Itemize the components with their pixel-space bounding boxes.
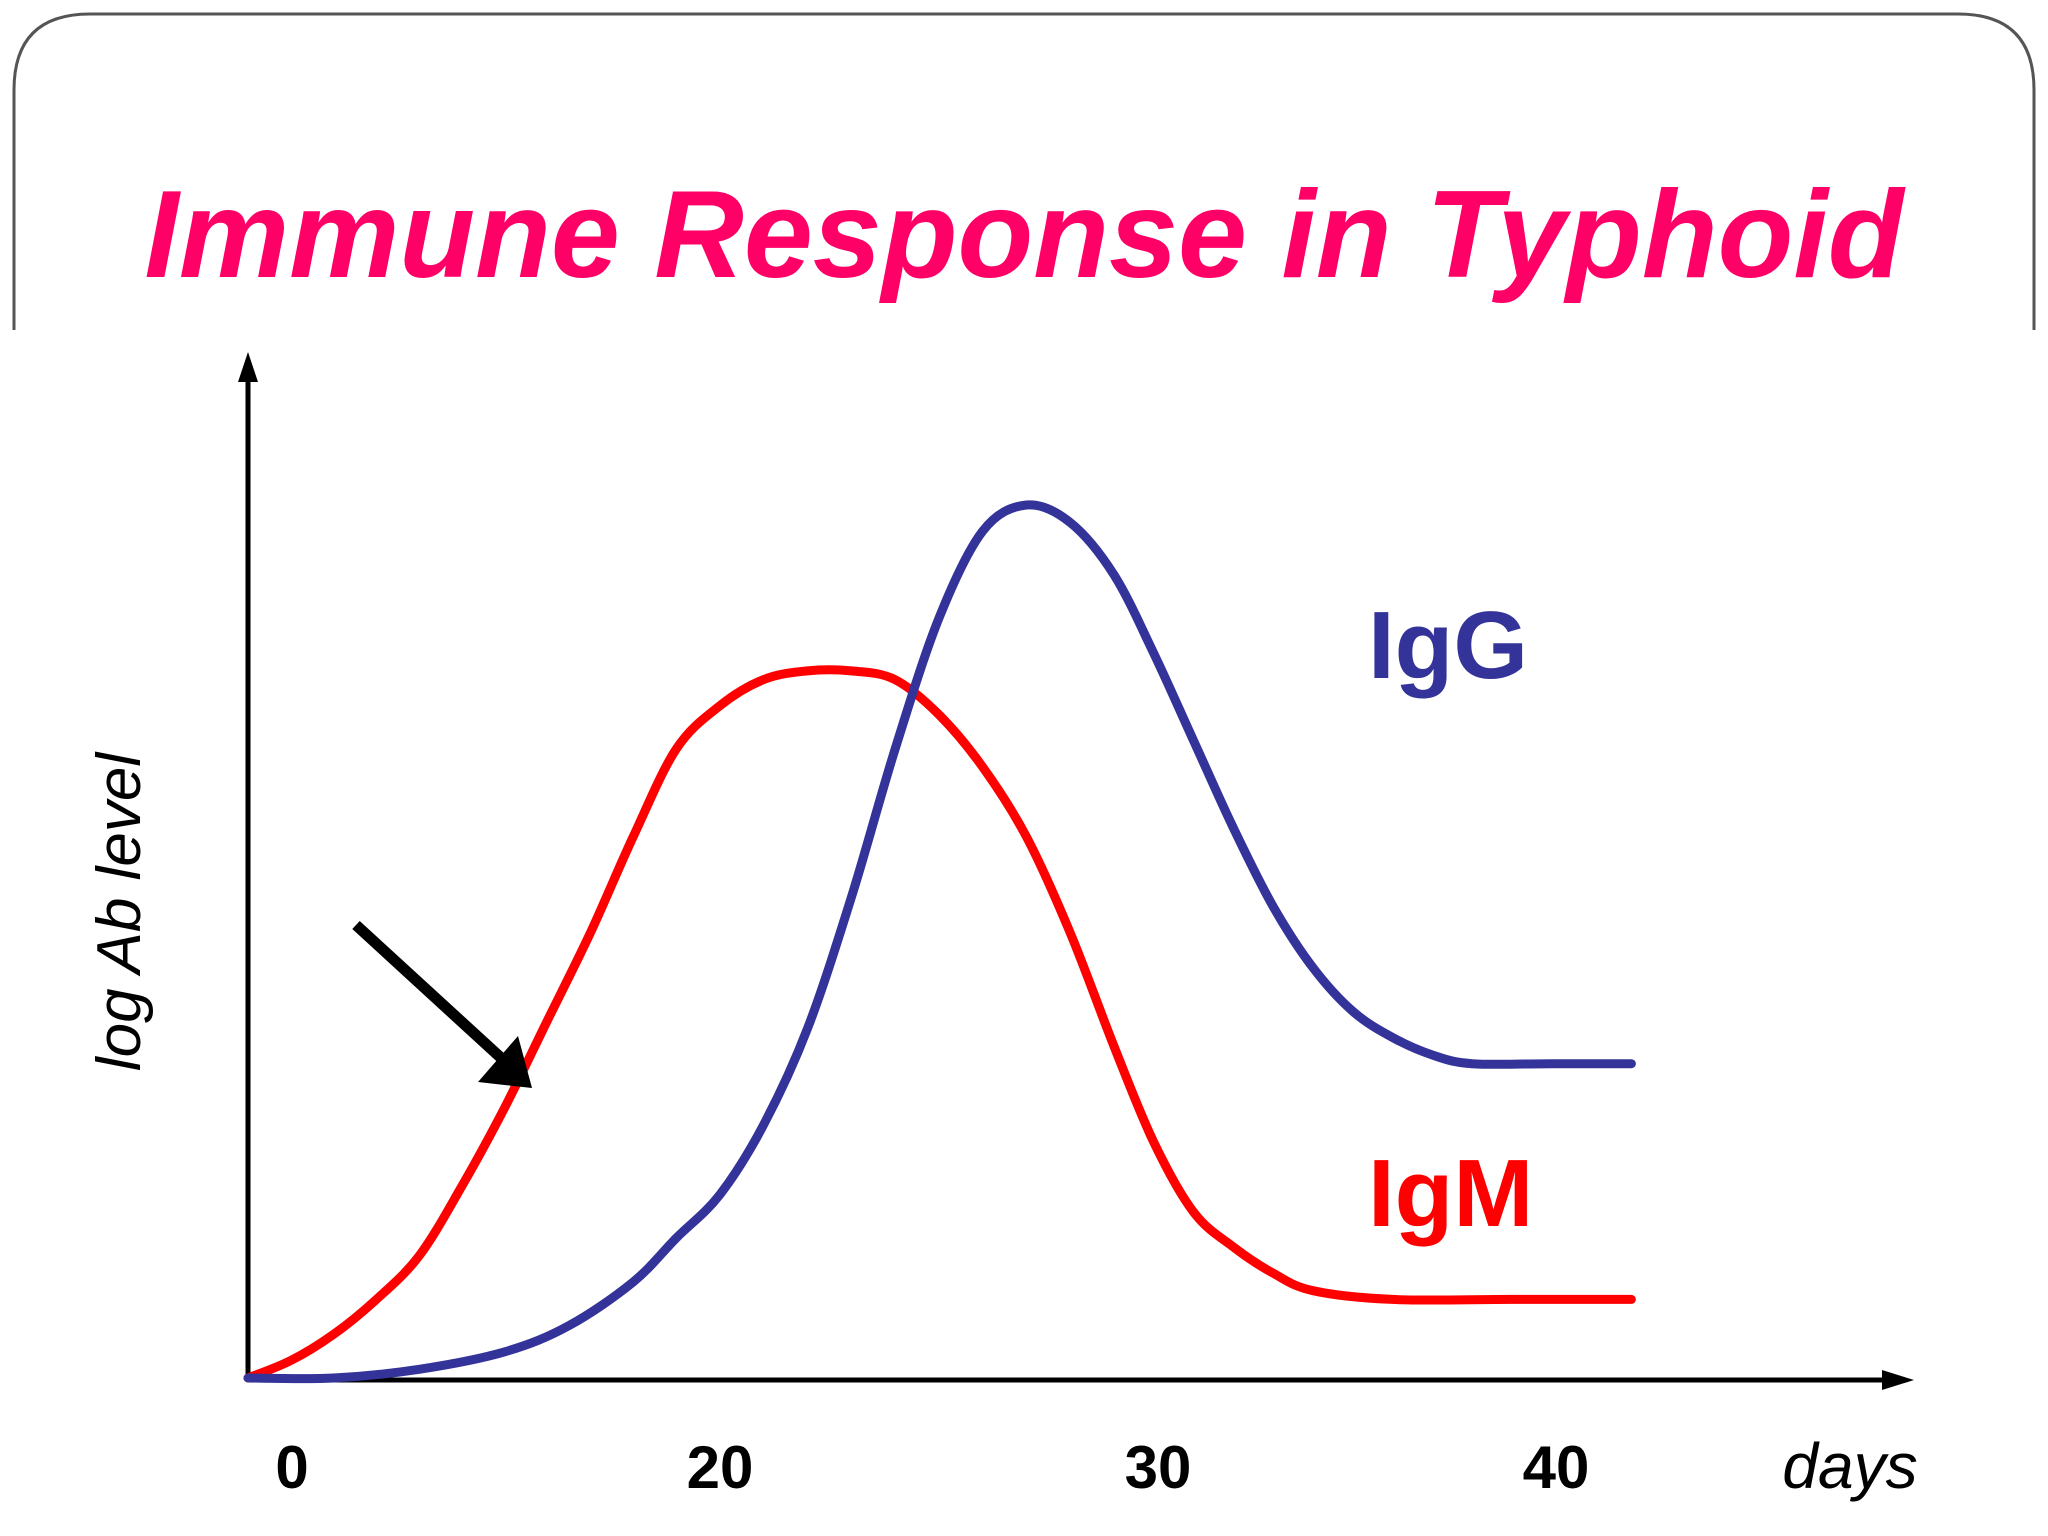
x-tick-label-30: 30 (1125, 1434, 1192, 1501)
annotation-arrowhead (478, 1036, 532, 1088)
igg-series-label: IgG (1368, 592, 1528, 699)
igm-series-label: IgM (1368, 1140, 1533, 1247)
x-tick-label-40: 40 (1523, 1434, 1590, 1501)
annotation-arrow (352, 920, 516, 1073)
x-axis-label: days (1782, 1430, 1917, 1502)
y-axis-label: log Ab level (85, 751, 154, 1071)
x-tick-label-0: 0 (275, 1434, 308, 1501)
x-axis-arrow (1882, 1370, 1914, 1390)
igg-series-line (243, 500, 1636, 1384)
igm-series-line (243, 665, 1636, 1383)
slide-title: Immune Response in Typhoid (144, 166, 1904, 304)
x-tick-label-20: 20 (687, 1434, 754, 1501)
y-axis-arrow (238, 352, 258, 382)
